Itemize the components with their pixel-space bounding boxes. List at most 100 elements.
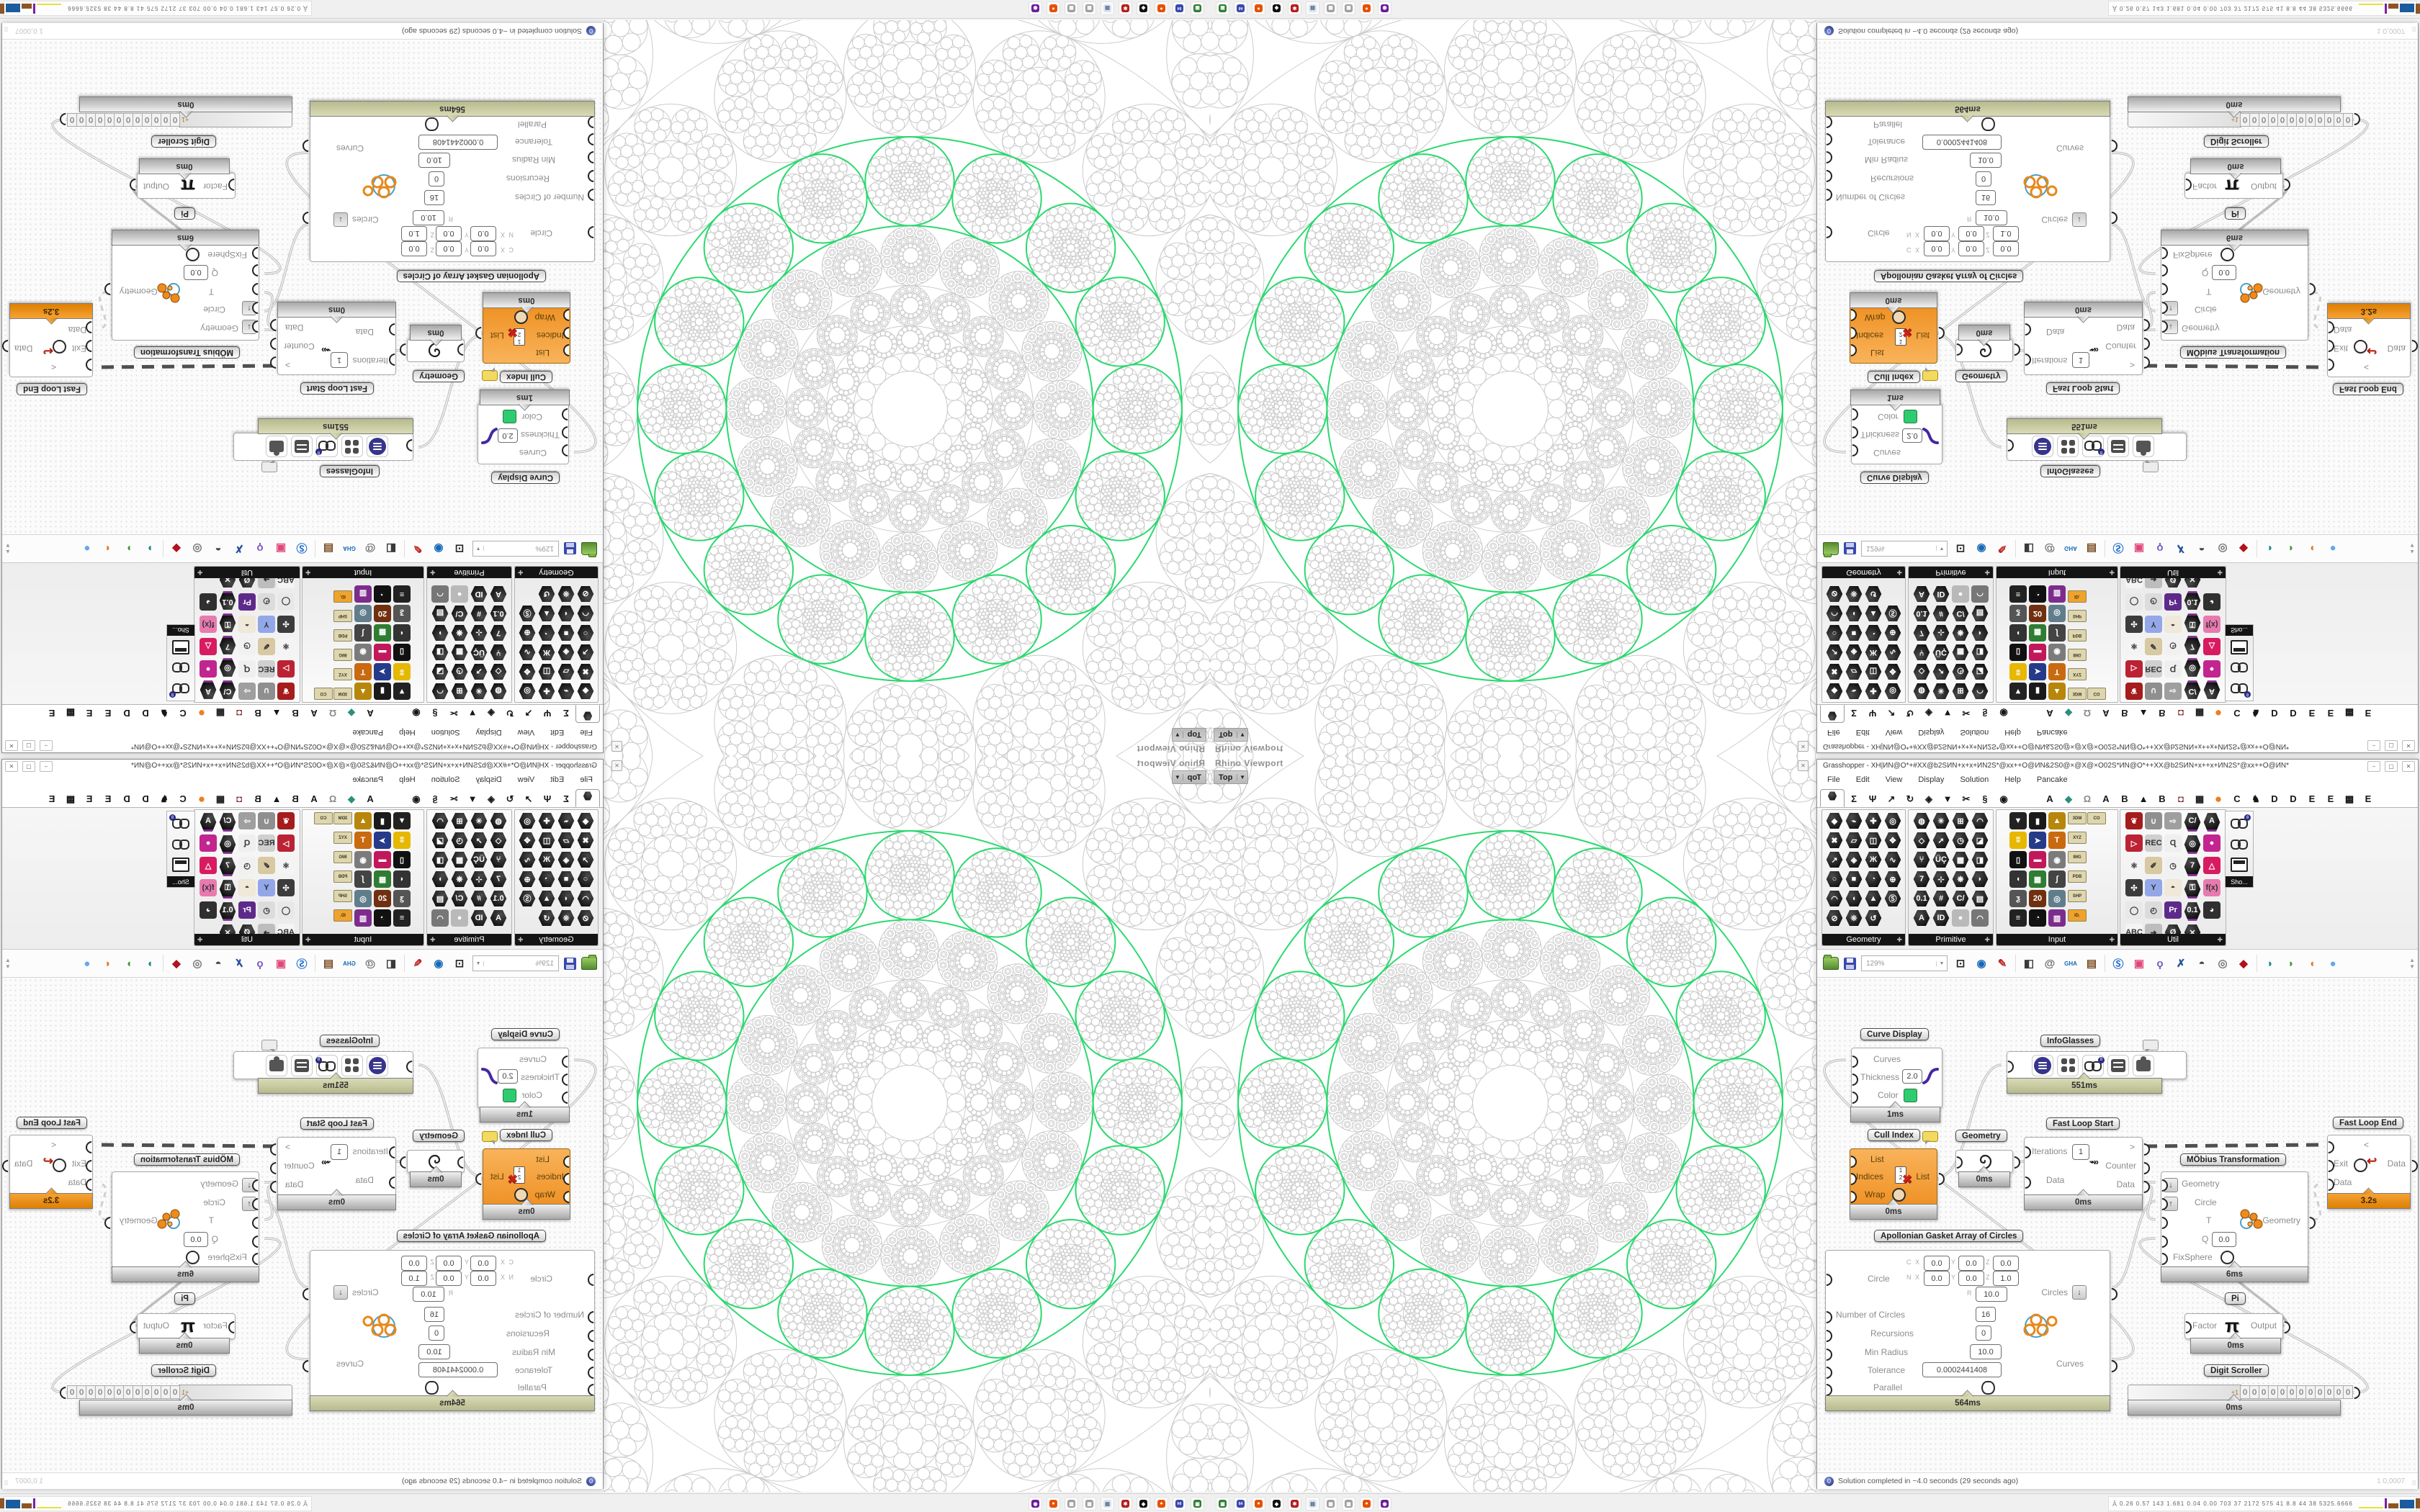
component-icon[interactable]: ◎ bbox=[219, 834, 236, 855]
taskbar-app-icon[interactable]: ● bbox=[1047, 1, 1060, 15]
component-icon[interactable]: ▥ bbox=[2048, 585, 2066, 603]
component-icon[interactable]: PDB bbox=[2068, 629, 2087, 642]
component-icon[interactable]: ◫ bbox=[538, 663, 555, 680]
glasses-icon[interactable]: 8 bbox=[2082, 436, 2105, 458]
gh-tab[interactable]: ◆ bbox=[342, 705, 361, 719]
component-icon[interactable]: ◨ bbox=[1971, 644, 1989, 661]
component-icon[interactable]: C/ bbox=[2184, 680, 2201, 700]
taskbar-app-icon[interactable]: ✱ bbox=[1119, 1497, 1132, 1511]
component-icon[interactable]: ⌁ bbox=[1845, 683, 1863, 700]
cull-index-capsule[interactable]: Cull Index bbox=[500, 1129, 552, 1141]
toolbar-icon[interactable]: ◧ bbox=[2021, 541, 2037, 557]
menu-item-solution[interactable]: Solution bbox=[1960, 775, 1989, 787]
component-icon[interactable]: REC bbox=[258, 834, 275, 852]
component-icon[interactable]: ʬ bbox=[2009, 832, 2027, 849]
menu-item-edit[interactable]: Edit bbox=[550, 775, 564, 787]
gh-tab[interactable]: D bbox=[117, 705, 136, 719]
component-icon[interactable]: ▬ bbox=[374, 644, 391, 661]
taskbar-app-icon[interactable]: ◆ bbox=[1270, 1, 1283, 15]
menu-item-help[interactable]: Help bbox=[399, 725, 416, 737]
toolbar-icon[interactable]: Ⓢ bbox=[2110, 541, 2126, 557]
component-icon[interactable]: ◴ bbox=[2145, 593, 2162, 611]
gh-tab[interactable]: ↗ bbox=[519, 793, 538, 807]
gh-tab[interactable]: ▩ bbox=[2340, 793, 2359, 807]
component-icon[interactable]: ∿ bbox=[519, 644, 536, 661]
gh-tab[interactable]: C bbox=[2228, 705, 2246, 719]
parallel-toggle[interactable] bbox=[1981, 1381, 1995, 1395]
taskbar-app-icon[interactable]: ◉ bbox=[1378, 1, 1392, 15]
component-icon[interactable]: ≡ bbox=[2009, 585, 2027, 603]
component-icon[interactable]: ∿ bbox=[1884, 644, 1901, 661]
gh-tab[interactable]: ↻ bbox=[1901, 705, 1919, 719]
component-icon[interactable]: ◴ bbox=[2145, 901, 2162, 919]
thickness-value[interactable]: 2.0 bbox=[1902, 1069, 1922, 1084]
toolbar-icon[interactable]: ◖ bbox=[100, 955, 116, 971]
component-icon[interactable]: ⇨ bbox=[238, 683, 256, 700]
component-icon[interactable]: 20 bbox=[2029, 605, 2046, 622]
component-icon[interactable]: ∫ bbox=[354, 870, 372, 888]
component-icon[interactable]: 0.1 bbox=[219, 901, 236, 922]
window-button[interactable]: ✕ bbox=[5, 761, 18, 772]
info-grid-icon[interactable] bbox=[2057, 436, 2079, 458]
toolbar-icon[interactable]: ◗ bbox=[142, 541, 158, 557]
component-icon[interactable]: ▱ bbox=[557, 663, 575, 680]
apollonian-capsule[interactable]: Apollonian Gasket Array of Circles bbox=[396, 270, 546, 282]
component-icon[interactable]: ID. bbox=[333, 590, 352, 603]
component-icon[interactable]: ⊘ bbox=[1826, 909, 1843, 927]
gh-tab[interactable]: ♞ bbox=[155, 705, 174, 719]
component-icon[interactable]: ▦ bbox=[2029, 870, 2046, 888]
gh-titlebar[interactable]: Grasshopper - XH|ИN@O*+#XX@b2SИN+x+x+ИN2… bbox=[1817, 739, 2418, 752]
taskbar-app-icon[interactable]: ◉ bbox=[1378, 1497, 1392, 1511]
component-icon[interactable]: ➚ bbox=[1932, 663, 1950, 680]
component-icon[interactable]: △ bbox=[2203, 857, 2220, 874]
circle-ny[interactable]: 0.0 bbox=[1958, 1271, 1984, 1286]
circle-nz[interactable]: 1.0 bbox=[401, 1271, 427, 1286]
fast-loop-start-capsule[interactable]: Fast Loop Start bbox=[2046, 382, 2120, 395]
toolbar-icon[interactable]: ◓ bbox=[210, 955, 226, 971]
component-icon[interactable]: ◇ bbox=[1913, 832, 1930, 849]
window-button[interactable]: ▢ bbox=[22, 740, 35, 751]
component-icon[interactable]: ◗ bbox=[1971, 870, 1989, 888]
gh-tab[interactable]: ↻ bbox=[1901, 793, 1919, 807]
toolbar-icon[interactable]: ◗ bbox=[142, 955, 158, 971]
rhino-viewport[interactable]: Rhino Viewport Top ▼ ✕ bbox=[604, 756, 1210, 1492]
component-icon[interactable]: ❦ bbox=[2125, 812, 2143, 829]
taskbar-app-icon[interactable]: ● bbox=[1155, 1, 1168, 15]
component-icon[interactable]: ID. bbox=[333, 909, 352, 922]
component-icon[interactable]: A bbox=[1913, 909, 1930, 927]
toolbar-icon[interactable]: ◧ bbox=[2021, 955, 2037, 971]
component-icon[interactable]: ➤ bbox=[374, 663, 391, 680]
component-icon[interactable]: ✣ bbox=[277, 616, 295, 633]
component-icon[interactable]: ≡ bbox=[393, 585, 411, 603]
taskbar-app-icon[interactable]: ▤ bbox=[1306, 1497, 1319, 1511]
component-icon[interactable]: ✐ bbox=[2145, 638, 2162, 655]
component-icon[interactable]: ⊘ bbox=[1826, 585, 1843, 603]
window-button[interactable]: – bbox=[40, 740, 53, 751]
toolbar-icon[interactable]: ◉ bbox=[1973, 955, 1989, 971]
component-icon[interactable]: ʬ bbox=[393, 832, 411, 849]
component-icon[interactable]: ✚ bbox=[1865, 683, 1882, 700]
taskbar-app-icon[interactable]: ▦ bbox=[1083, 1, 1096, 15]
circle-radius[interactable]: 10.0 bbox=[1976, 1287, 2007, 1302]
component-icon[interactable]: ↺ bbox=[1865, 585, 1882, 603]
gh-tab[interactable]: ✂ bbox=[444, 705, 463, 719]
component-icon[interactable]: ◯ bbox=[2125, 593, 2143, 611]
component-icon[interactable]: 0.1 bbox=[2184, 902, 2201, 921]
component-icon[interactable]: ◫ bbox=[1865, 663, 1882, 680]
open-file-icon[interactable] bbox=[581, 542, 597, 555]
component-icon[interactable]: ◖ bbox=[2009, 624, 2027, 642]
component-icon[interactable]: ▱ bbox=[1845, 832, 1863, 849]
component-icon[interactable]: 7 bbox=[1913, 870, 1930, 888]
component-icon[interactable]: Pr bbox=[2164, 593, 2182, 611]
note-bubble-icon[interactable] bbox=[2143, 1040, 2159, 1053]
curve-display-capsule[interactable]: Curve Display bbox=[491, 1028, 560, 1040]
component-icon[interactable]: ▷ bbox=[2125, 660, 2143, 678]
component-icon[interactable]: Y bbox=[258, 879, 275, 896]
component-icon[interactable]: ◇ bbox=[490, 663, 507, 680]
component-icon[interactable]: ⊞ bbox=[451, 812, 468, 829]
component-icon[interactable]: ⇨ bbox=[2164, 683, 2182, 700]
recursions-value[interactable]: 0 bbox=[429, 1326, 444, 1341]
min-radius-value[interactable]: 10.0 bbox=[1970, 153, 2002, 168]
